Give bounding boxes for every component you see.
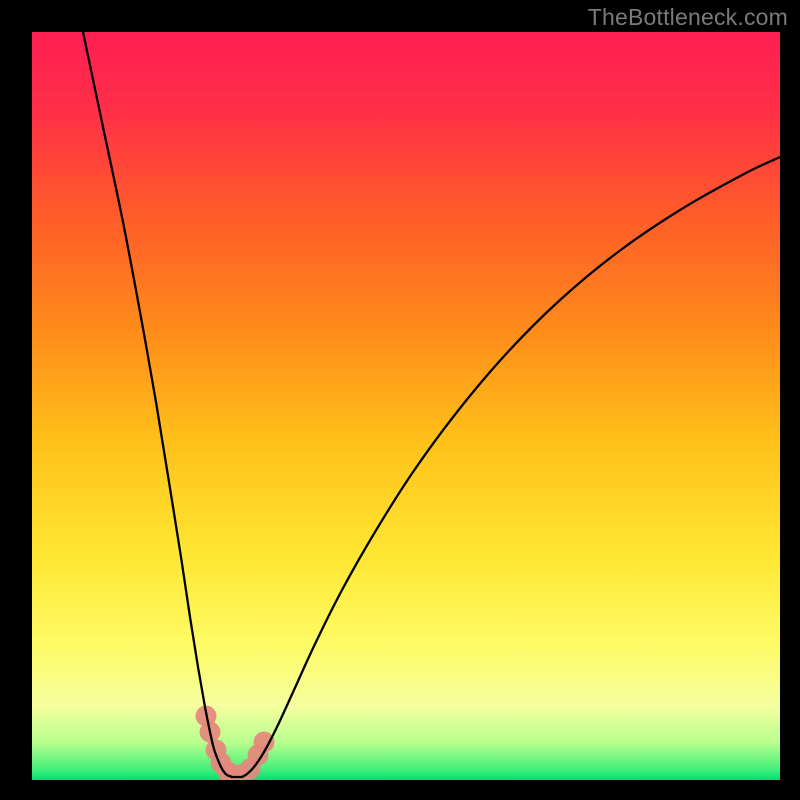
watermark-text: TheBottleneck.com bbox=[588, 4, 788, 31]
curve-layer bbox=[32, 32, 780, 780]
data-point bbox=[254, 732, 275, 753]
chart-canvas: TheBottleneck.com bbox=[0, 0, 800, 800]
right-curve bbox=[242, 157, 780, 777]
left-curve bbox=[83, 32, 232, 777]
plot-area bbox=[32, 32, 780, 780]
